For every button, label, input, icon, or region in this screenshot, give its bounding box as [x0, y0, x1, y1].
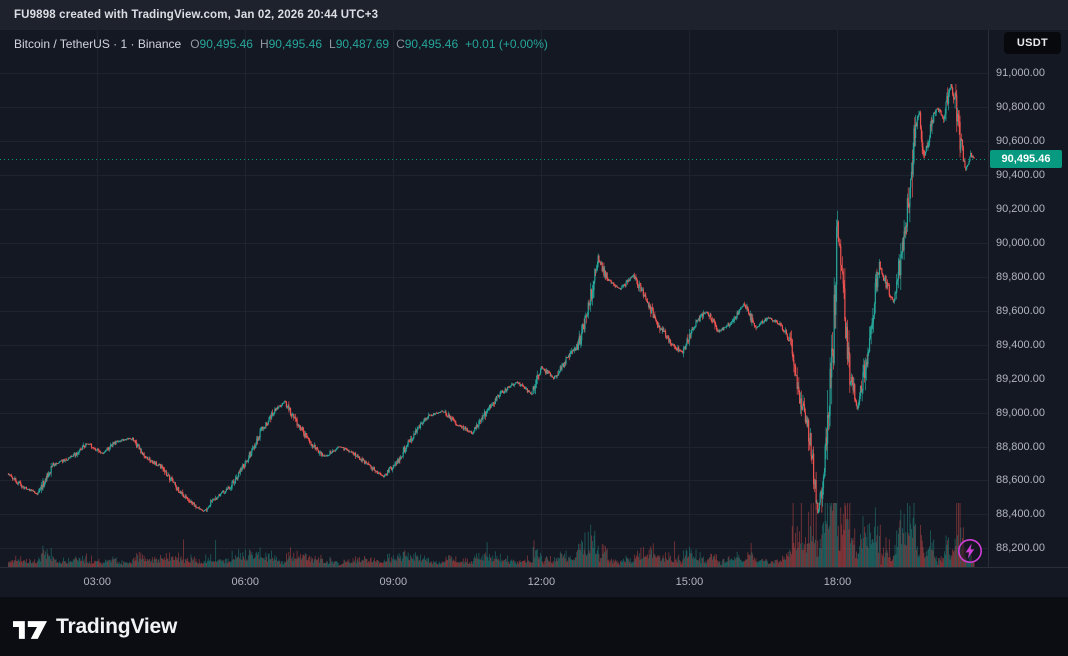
price-tick: 88,600.00: [996, 474, 1045, 487]
time-tick: 03:00: [83, 576, 111, 588]
chart-main-area: Bitcoin / TetherUS · 1 · Binance O90,495.…: [0, 30, 1068, 567]
tradingview-link[interactable]: TradingView: [13, 615, 177, 639]
chart-legend: Bitcoin / TetherUS · 1 · Binance O90,495.…: [14, 36, 548, 52]
price-tick: 90,800.00: [996, 101, 1045, 114]
price-tick: 90,600.00: [996, 135, 1045, 148]
close-label: C: [396, 37, 405, 51]
price-tick: 89,600.00: [996, 304, 1045, 317]
price-tick: 90,200.00: [996, 203, 1045, 215]
last-price-label: 90,495.46: [990, 149, 1062, 168]
attribution-bar: FU9898 created with TradingView.com, Jan…: [0, 0, 1068, 30]
price-tick: 89,400.00: [996, 338, 1045, 351]
high-value: 90,495.46: [268, 37, 322, 51]
lightning-icon[interactable]: [957, 538, 983, 564]
price-tick: 88,400.00: [996, 508, 1045, 521]
tradingview-brand-text: TradingView: [56, 614, 178, 638]
low-label: L: [329, 37, 336, 51]
chart-pane[interactable]: Bitcoin / TetherUS · 1 · Binance O90,495.…: [0, 30, 988, 567]
time-tick: 12:00: [527, 576, 556, 588]
price-tick: 91,000.00: [996, 67, 1045, 80]
candlestick-chart-canvas[interactable]: [0, 30, 988, 567]
low-value: 90,487.69: [335, 37, 390, 51]
time-tick: 09:00: [379, 576, 408, 588]
high-label: H: [259, 37, 269, 51]
time-tick: 15:00: [675, 576, 704, 588]
tradingview-logo-icon: [13, 620, 47, 639]
open-value: 90,495.46: [199, 37, 253, 51]
price-axis[interactable]: USDT 91,000.00 90,800.00 90,600.00 90,400.0…: [988, 30, 1068, 567]
close-value: 90,495.46: [404, 37, 459, 51]
time-axis[interactable]: 03:00 06:00 09:00 12:00 15:00 18:00: [0, 567, 1068, 597]
currency-toggle-button[interactable]: USDT: [1003, 32, 1061, 54]
price-tick: 88,800.00: [996, 440, 1045, 453]
price-tick: 89,800.00: [996, 270, 1045, 283]
change-value: +0.01 (+0.00%): [465, 37, 548, 51]
price-tick: 90,400.00: [996, 169, 1045, 182]
open-label: O: [190, 37, 200, 51]
price-tick: 89,000.00: [996, 406, 1045, 419]
price-tick: 90,000.00: [996, 236, 1045, 249]
time-tick: 06:00: [231, 576, 260, 588]
attribution-text: FU9898 created with TradingView.com, Jan…: [14, 9, 379, 21]
time-tick: 18:00: [823, 576, 852, 588]
footer-bar: TradingView: [0, 597, 1068, 656]
symbol-title[interactable]: Bitcoin / TetherUS · 1 · Binance: [14, 37, 182, 51]
price-tick: 89,200.00: [996, 372, 1045, 385]
price-tick: 88,200.00: [996, 542, 1045, 555]
